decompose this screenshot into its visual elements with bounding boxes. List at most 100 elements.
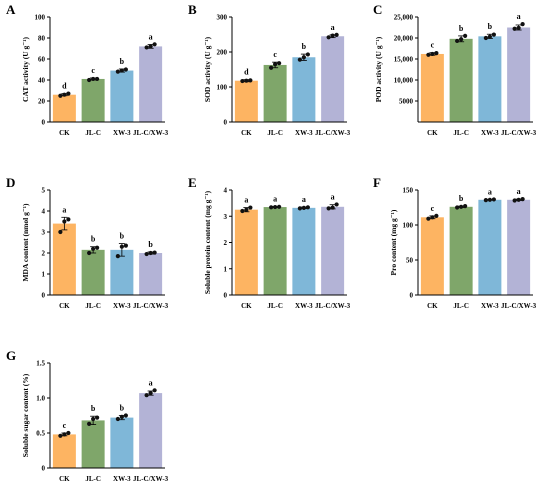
- data-point: [58, 433, 63, 438]
- y-tick-label: 100: [403, 222, 414, 230]
- x-tick-label: XW-3: [113, 129, 131, 137]
- x-tick-label: JL-C: [85, 475, 101, 483]
- significance-letter: c: [273, 50, 277, 59]
- significance-letter: a: [331, 192, 335, 201]
- significance-letter: d: [62, 82, 67, 91]
- bar-xw-3: [110, 249, 134, 295]
- data-point: [326, 35, 331, 40]
- panel-letter: E: [188, 175, 197, 190]
- bar-xw-3: [478, 36, 502, 122]
- data-point: [334, 32, 339, 37]
- data-point: [87, 250, 92, 256]
- significance-letter: a: [331, 23, 335, 32]
- panel-letter: G: [6, 348, 16, 363]
- y-tick-label: 10,000: [394, 77, 414, 85]
- y-axis-label: POD activity (U g⁻¹): [374, 36, 383, 102]
- x-tick-label: JL-C/XW-3: [501, 302, 537, 310]
- data-point: [119, 414, 124, 419]
- x-tick-label: XW-3: [113, 302, 131, 310]
- significance-letter: c: [63, 421, 67, 430]
- bar-jl-c-xw-3: [321, 36, 345, 122]
- data-point: [434, 51, 439, 56]
- y-tick-label: 2: [224, 239, 228, 247]
- y-tick-label: 3: [224, 213, 228, 221]
- data-point: [463, 204, 468, 209]
- bar-jl-c-xw-3: [139, 46, 163, 122]
- significance-letter: d: [244, 68, 249, 77]
- significance-letter: a: [517, 12, 521, 21]
- data-point: [244, 207, 249, 212]
- bar-jl-c-xw-3: [507, 199, 531, 295]
- data-point: [305, 205, 310, 210]
- data-point: [66, 430, 71, 436]
- data-point: [487, 34, 492, 39]
- x-tick-label: CK: [241, 302, 252, 310]
- data-point: [91, 76, 96, 82]
- data-point: [91, 416, 96, 422]
- x-tick-label: JL-C/XW-3: [133, 129, 169, 137]
- panel-letter: F: [373, 175, 381, 190]
- significance-letter: c: [431, 204, 435, 213]
- x-tick-label: CK: [427, 129, 438, 137]
- x-tick-label: JL-C: [85, 129, 101, 137]
- x-tick-label: XW-3: [481, 302, 499, 310]
- data-point: [87, 421, 92, 426]
- data-point: [520, 22, 525, 27]
- significance-letter: a: [488, 187, 492, 196]
- data-point: [123, 67, 128, 72]
- significance-letter: a: [517, 187, 521, 196]
- significance-letter: a: [244, 196, 248, 205]
- data-point: [119, 68, 124, 73]
- data-point: [144, 393, 149, 398]
- bar-jl-c-xw-3: [507, 27, 531, 122]
- data-point: [248, 78, 253, 83]
- data-point: [301, 55, 306, 60]
- x-tick-label: CK: [241, 129, 252, 137]
- data-point: [240, 208, 245, 214]
- data-point: [512, 26, 517, 31]
- y-tick-label: 0: [410, 292, 414, 300]
- data-point: [330, 33, 335, 38]
- bar-jl-c: [81, 420, 105, 468]
- y-tick-label: 60: [38, 56, 46, 64]
- x-tick-label: JL-C/XW-3: [133, 302, 169, 310]
- y-tick-label: 100: [217, 84, 228, 92]
- bar-ck: [52, 94, 76, 122]
- significance-letter: b: [91, 404, 96, 413]
- panel-letter: A: [6, 2, 16, 17]
- bar-ck: [52, 434, 76, 468]
- y-tick-label: 20,000: [394, 35, 414, 43]
- y-tick-label: 5000: [399, 98, 414, 106]
- data-point: [269, 65, 274, 70]
- y-tick-label: 20: [38, 98, 46, 106]
- y-tick-label: 0.5: [36, 430, 45, 438]
- bar-jl-c: [81, 78, 105, 122]
- data-point: [148, 250, 153, 256]
- data-point: [487, 197, 492, 202]
- x-tick-label: JL-C/XW-3: [501, 129, 537, 137]
- x-tick-label: JL-C: [85, 302, 101, 310]
- panel-letter: C: [373, 2, 382, 17]
- bar-jl-c-xw-3: [321, 206, 345, 295]
- y-tick-label: 300: [217, 14, 228, 22]
- data-point: [459, 37, 464, 42]
- x-tick-label: XW-3: [113, 475, 131, 483]
- panel-g: Gc CK b JL-C b XW-3 a JL-C/XW-3 0 0.5 1.0 1.5 Solubl…: [6, 348, 169, 483]
- panel-c: Cc CK b JL-C b XW-3 a JL-C/XW-3 5000 10,000 15,000…: [373, 2, 537, 137]
- x-tick-label: XW-3: [295, 129, 313, 137]
- data-point: [297, 57, 302, 62]
- bar-ck: [234, 80, 258, 122]
- data-point: [459, 204, 464, 209]
- data-point: [520, 197, 525, 202]
- data-point: [277, 61, 282, 66]
- data-point: [426, 216, 431, 221]
- y-axis-label: Pro content (mg g⁻¹): [389, 209, 398, 275]
- bar-ck: [234, 209, 258, 295]
- data-point: [95, 245, 100, 250]
- y-tick-label: 0: [42, 119, 46, 127]
- data-point: [62, 432, 67, 437]
- y-tick-label: 1.5: [36, 360, 45, 368]
- panel-d: Da CK b JL-C b XW-3 b JL-C/XW-3 0 1 2 3 4 5 MDA conten…: [6, 175, 169, 310]
- data-point: [463, 33, 468, 39]
